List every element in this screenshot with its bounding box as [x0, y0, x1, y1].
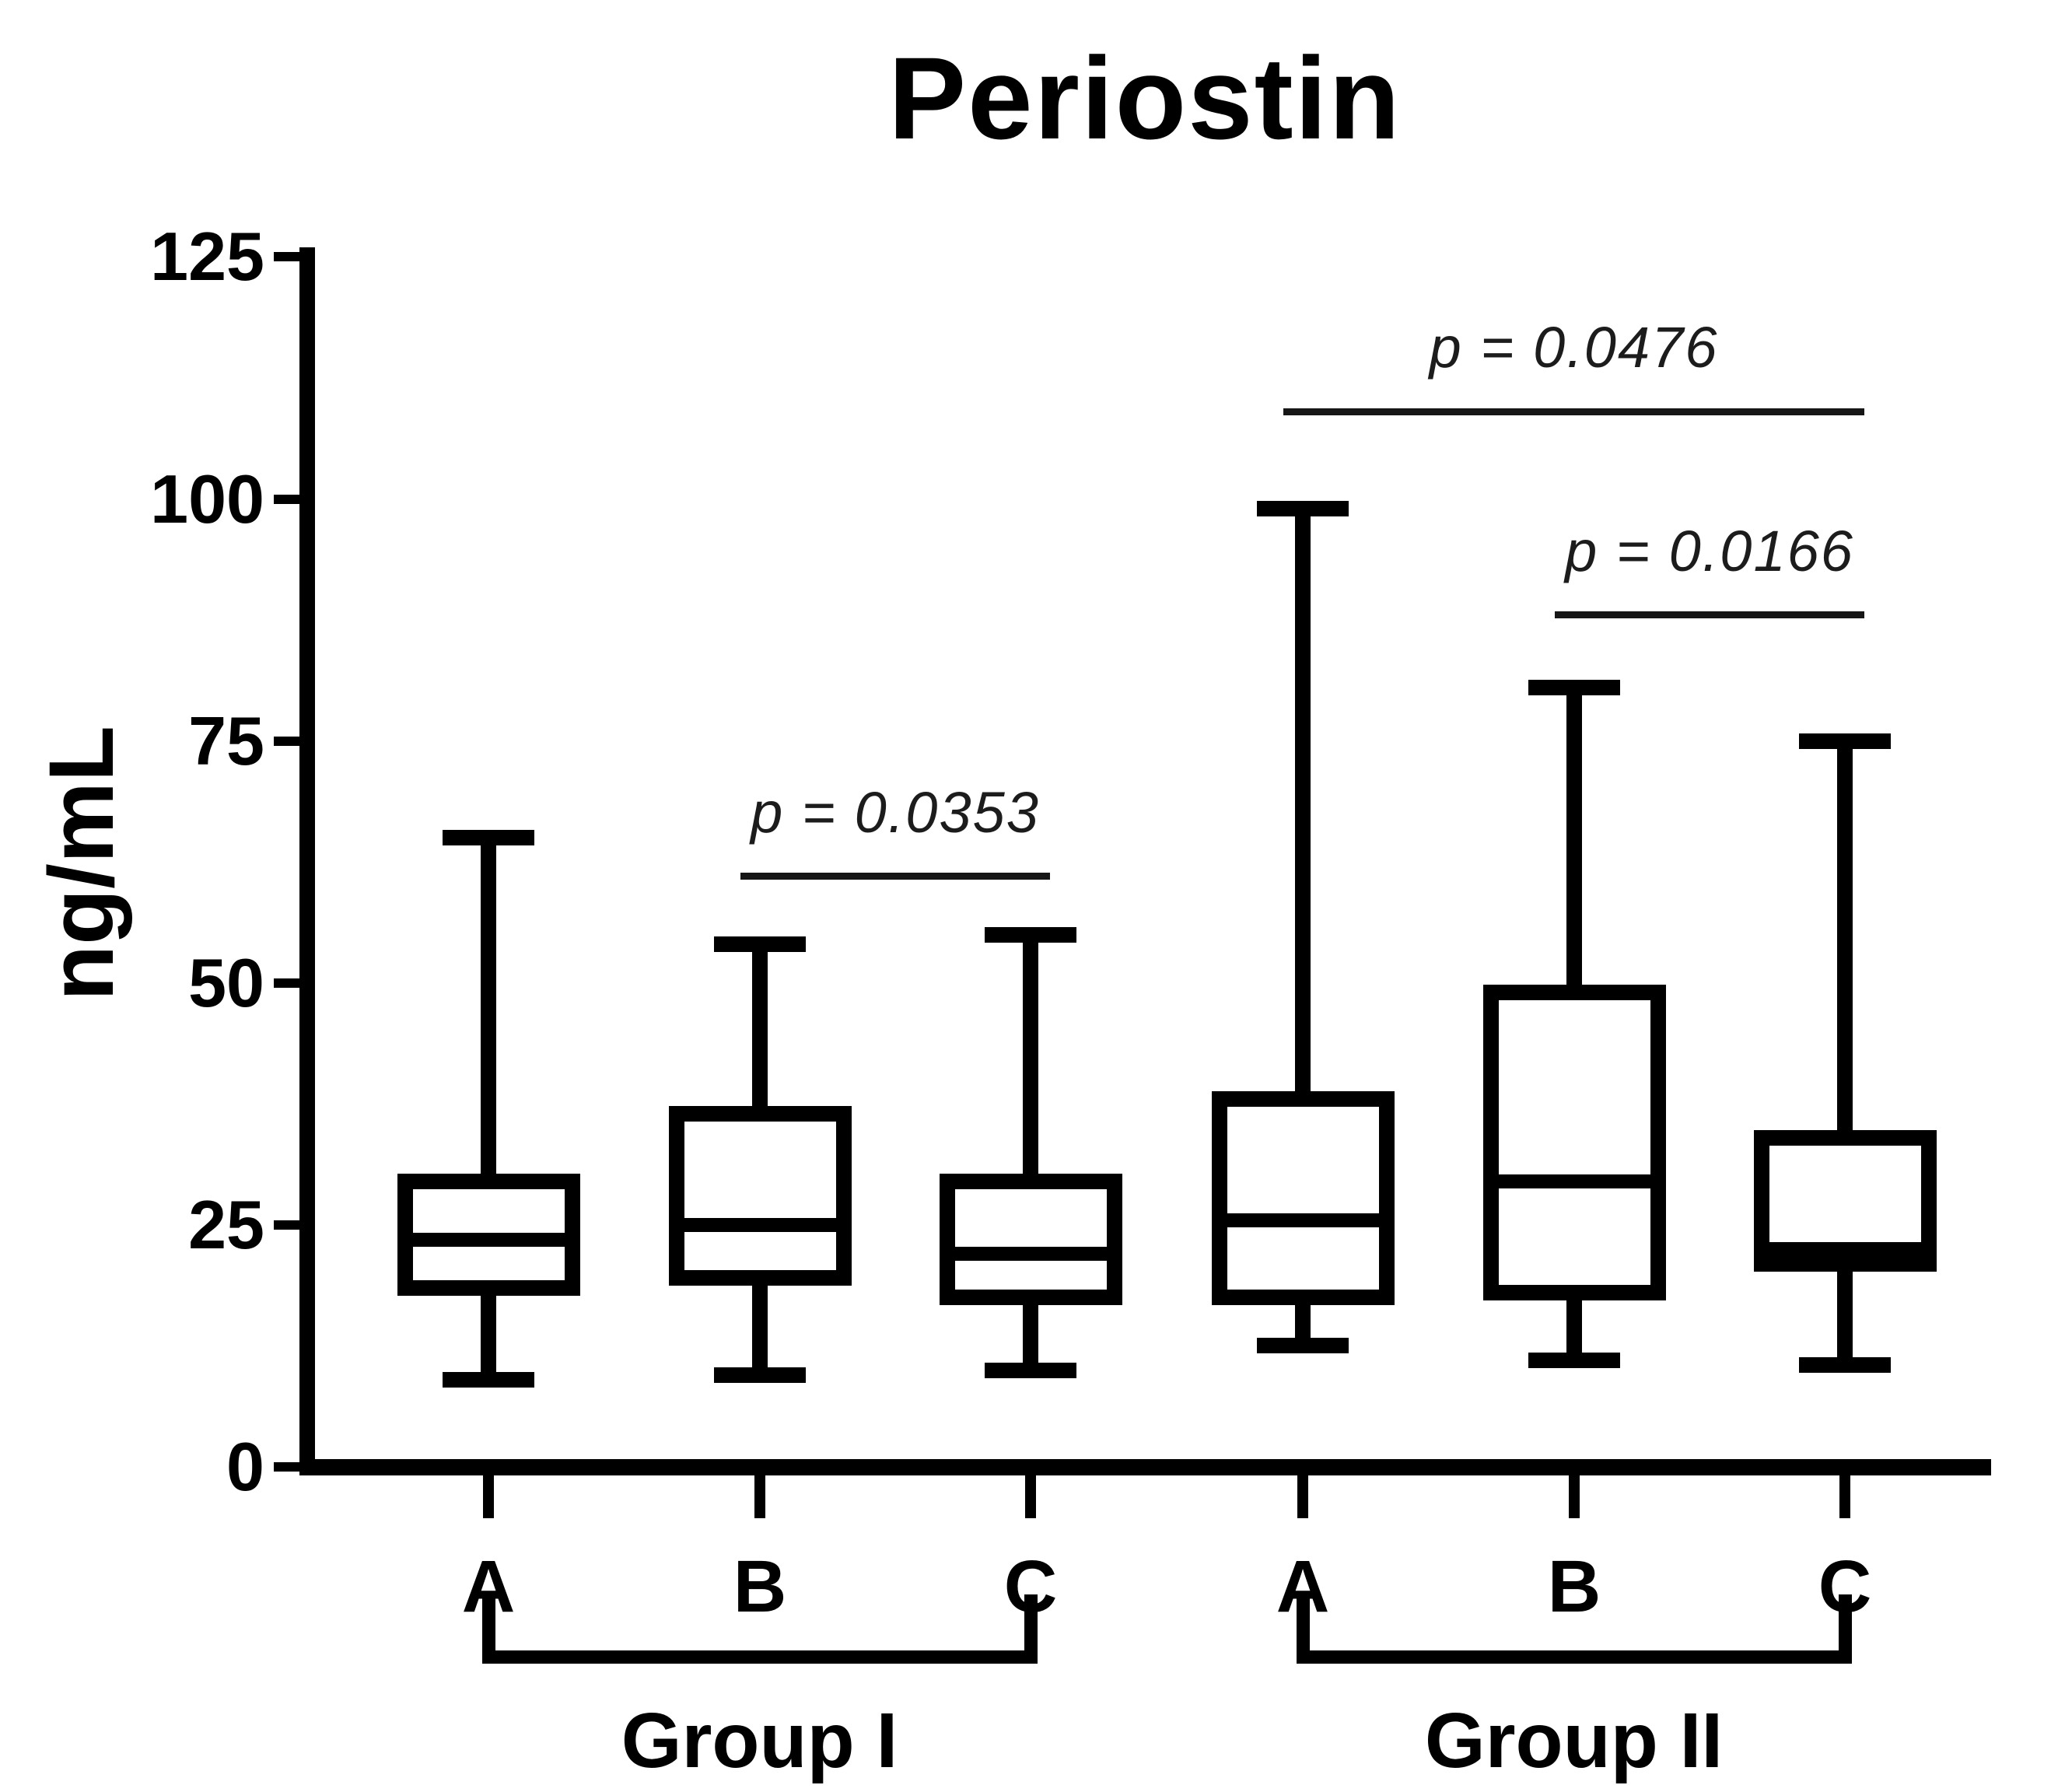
group-bracket-bar — [481, 1650, 1038, 1664]
x-axis-tick — [483, 1475, 494, 1518]
lower-whisker-line — [752, 1278, 768, 1375]
lower-whisker-line — [1566, 1292, 1582, 1361]
group-bracket-stub — [1024, 1594, 1038, 1650]
box-iqr — [1482, 985, 1666, 1300]
upper-whisker-cap — [1799, 733, 1891, 749]
significance-label: p = 0.0353 — [751, 779, 1040, 845]
upper-whisker-line — [1295, 508, 1311, 1100]
y-axis-tick — [274, 494, 299, 504]
upper-whisker-cap — [985, 926, 1076, 943]
y-tick-label: 100 — [150, 460, 264, 537]
median-line — [668, 1217, 852, 1232]
x-axis-tick — [1569, 1475, 1580, 1518]
group-bracket-stub — [1296, 1594, 1310, 1650]
upper-whisker-cap — [443, 830, 534, 846]
lower-whisker-cap — [1528, 1353, 1620, 1369]
median-line — [397, 1232, 580, 1247]
box-iqr — [939, 1173, 1122, 1306]
lower-whisker-cap — [985, 1362, 1076, 1378]
group-bracket-stub — [1838, 1594, 1852, 1650]
median-line — [1482, 1174, 1666, 1188]
y-axis-line — [299, 247, 315, 1475]
lower-whisker-line — [1295, 1297, 1311, 1346]
x-category-label: B — [1547, 1545, 1601, 1628]
upper-whisker-line — [1023, 934, 1038, 1181]
y-tick-label: 0 — [226, 1428, 264, 1505]
x-axis-tick — [754, 1475, 765, 1518]
y-axis-tick — [274, 1462, 299, 1472]
upper-whisker-line — [1837, 740, 1853, 1138]
y-tick-label: 125 — [150, 218, 264, 296]
median-line — [1753, 1241, 1937, 1256]
median-line — [939, 1247, 1122, 1262]
lower-whisker-line — [1023, 1297, 1038, 1370]
upper-whisker-cap — [1528, 680, 1620, 696]
upper-whisker-line — [1566, 688, 1582, 993]
upper-whisker-line — [481, 838, 496, 1181]
significance-line — [1283, 408, 1864, 415]
y-axis-tick — [274, 736, 299, 746]
significance-line — [1555, 611, 1864, 619]
chart-title: Periostin — [888, 33, 1402, 163]
x-axis-tick — [1025, 1475, 1036, 1518]
box-iqr — [668, 1105, 852, 1286]
lower-whisker-cap — [714, 1367, 806, 1383]
upper-whisker-line — [752, 943, 768, 1114]
y-axis-tick — [274, 1220, 299, 1230]
box-iqr — [1753, 1129, 1937, 1272]
median-line — [1211, 1213, 1395, 1227]
significance-line — [740, 873, 1050, 880]
y-axis-tick — [274, 978, 299, 988]
y-axis-tick — [274, 252, 299, 262]
group-label: Group I — [621, 1697, 898, 1784]
group-label: Group II — [1424, 1697, 1724, 1784]
y-tick-label: 25 — [188, 1185, 264, 1263]
lower-whisker-cap — [443, 1371, 534, 1388]
lower-whisker-line — [1837, 1263, 1853, 1366]
lower-whisker-cap — [1799, 1357, 1891, 1374]
box-iqr — [1211, 1091, 1395, 1306]
lower-whisker-cap — [1257, 1338, 1349, 1354]
group-bracket-stub — [481, 1594, 495, 1650]
y-tick-label: 50 — [188, 943, 264, 1021]
group-bracket-bar — [1296, 1650, 1852, 1664]
x-axis-line — [299, 1459, 1991, 1475]
significance-label: p = 0.0476 — [1429, 315, 1719, 380]
lower-whisker-line — [481, 1287, 496, 1380]
x-category-label: B — [733, 1545, 787, 1628]
x-axis-tick — [1839, 1475, 1850, 1518]
y-tick-label: 75 — [188, 702, 264, 779]
x-axis-tick — [1297, 1475, 1308, 1518]
significance-label: p = 0.0166 — [1565, 518, 1854, 583]
upper-whisker-cap — [1257, 500, 1349, 516]
upper-whisker-cap — [714, 936, 806, 952]
